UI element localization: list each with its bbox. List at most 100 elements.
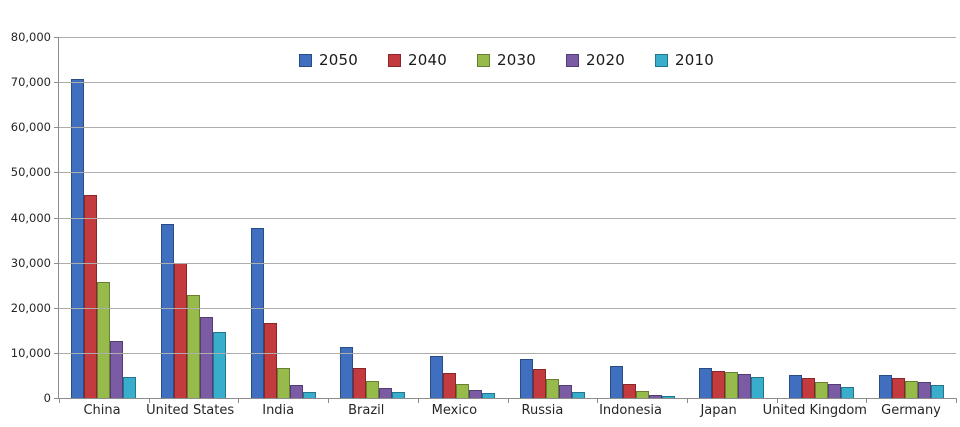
bar-2020 [827,384,841,398]
bar-2050 [250,228,264,398]
legend-swatch-icon [654,53,668,67]
bar-group-japan [687,37,777,398]
bar-2050 [161,224,175,398]
bar-2050 [519,359,533,398]
bar-groups [59,37,956,398]
bar-group-russia [508,37,598,398]
y-tick-label: 50,000 [10,165,51,180]
bar-2040 [532,369,546,398]
bar-2050 [699,368,713,398]
x-axis-tick [507,398,509,403]
bar-2040 [353,368,367,398]
bar-2020 [200,317,214,398]
bar-2010 [123,377,137,398]
legend-item-2030: 2030 [477,51,536,69]
bar-2010 [661,396,675,398]
bar-2020 [917,382,931,398]
bar-2010 [213,332,227,398]
bar-2040 [84,195,98,398]
y-axis-tick [54,352,59,354]
bar-group-united-kingdom [777,37,867,398]
legend-label: 2040 [408,51,447,69]
bar-group-brazil [328,37,418,398]
legend-label: 2020 [585,51,625,69]
y-axis-tick [54,127,59,129]
legend-label: 2050 [319,51,359,69]
y-axis-tick [54,262,59,264]
x-axis-tick [59,398,60,403]
y-tick-label: 70,000 [10,75,51,90]
bar-2050 [878,375,892,398]
bar-2010 [751,377,765,398]
gridline [59,262,956,264]
bar-2010 [392,392,406,398]
category-label: Indonesia [599,403,662,418]
y-tick-label: 0 [43,391,51,405]
legend-item-2010: 2010 [654,51,714,69]
bar-2020 [289,385,303,398]
legend-label: 2010 [674,51,714,69]
bar-2010 [571,392,585,398]
x-axis-tick [686,398,688,403]
category-label: United States [146,403,235,418]
bar-2020 [738,374,752,398]
y-axis-tick [54,37,59,38]
category-label: Japan [700,403,737,418]
y-tick-label: 20,000 [10,300,51,315]
bar-2040 [174,263,188,398]
bar-2050 [340,347,354,398]
plot-area [54,37,957,403]
bar-group-china [59,37,149,398]
bar-2050 [788,375,802,398]
bar-group-indonesia [597,37,687,398]
bar-group-mexico [418,37,508,398]
category-label: United Kingdom [762,403,867,418]
y-axis-tick [54,172,59,174]
x-axis-tick [417,398,419,403]
y-tick-label: 30,000 [10,255,51,270]
bar-2020 [648,395,662,398]
category-label: Germany [881,403,941,418]
x-axis-tick [597,398,599,403]
y-axis-tick [54,307,59,309]
bar-2030 [814,382,828,398]
bar-2020 [558,385,572,398]
y-axis-tick [54,398,59,399]
bar-2020 [379,388,393,398]
bar-2010 [302,392,316,398]
bar-2040 [263,323,277,398]
gridline [59,172,956,174]
gridline [59,307,956,309]
x-axis-tick [238,398,240,403]
bar-2030 [97,282,111,398]
x-axis-tick [148,398,150,403]
bar-group-germany [866,37,956,398]
bar-2050 [71,79,85,398]
gridline [59,127,956,129]
bar-2020 [110,341,124,398]
chart-legend: 2050 2040 2030 2020 2010 [58,48,955,72]
legend-swatch-icon [565,53,579,67]
bar-2040 [712,371,726,398]
bar-2020 [469,390,483,398]
gridline [59,352,956,354]
legend-swatch-icon [477,53,490,67]
legend-item-2020: 2020 [565,51,625,69]
bar-2010 [930,385,944,398]
y-tick-label: 10,000 [10,345,51,360]
category-label: China [83,403,121,418]
category-label: Mexico [431,403,478,418]
bar-2040 [622,384,636,398]
legend-label: 2030 [497,51,536,69]
x-axis-tick [776,398,778,403]
legend-item-2050: 2050 [299,51,358,69]
bar-2030 [187,295,201,398]
y-axis-tick [54,217,59,219]
gridline [59,37,956,38]
legend-item-2040: 2040 [388,51,447,69]
bar-group-united-states [149,37,239,398]
bar-2010 [840,387,854,398]
bar-group-india [238,37,328,398]
bar-2010 [482,393,496,398]
